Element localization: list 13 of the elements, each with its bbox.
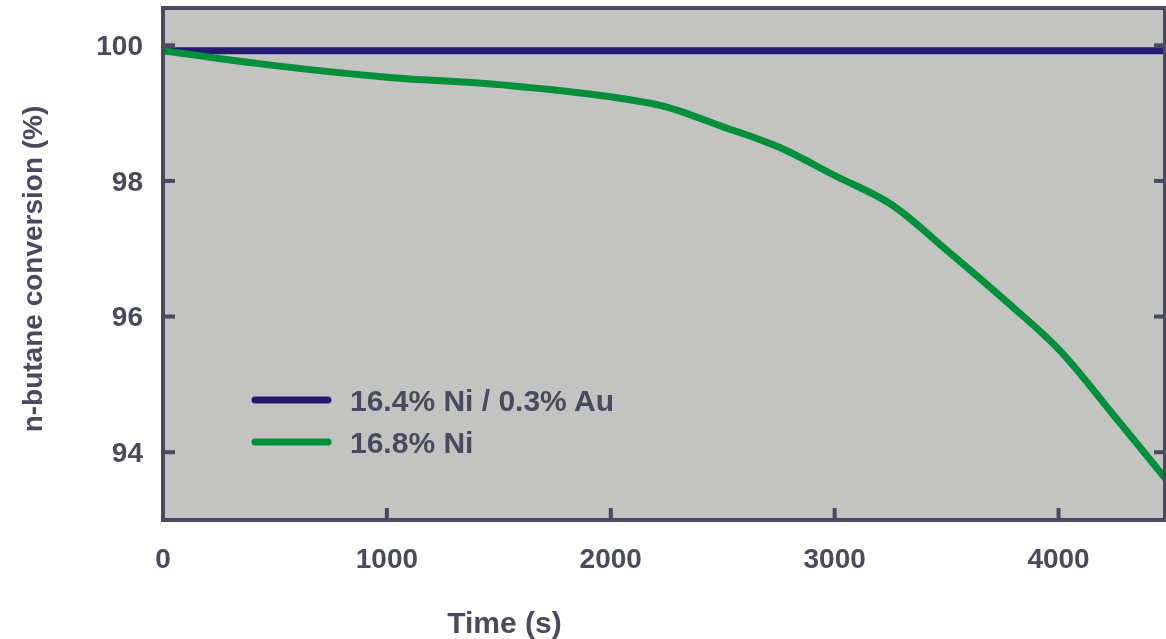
- y-tick-label: 94: [111, 436, 144, 468]
- x-axis-title: Time (s): [447, 606, 562, 639]
- legend-label: 16.8% Ni: [350, 425, 474, 459]
- y-axis-title: n-butane conversion (%): [17, 105, 48, 433]
- x-tick-label: 1000: [355, 543, 419, 574]
- y-tick-label: 98: [111, 165, 143, 197]
- legend-label: 16.4% Ni / 0.3% Au: [350, 383, 614, 417]
- x-tick-label: 3000: [803, 543, 866, 574]
- y-tick-label: 96: [111, 301, 143, 333]
- x-tick-label: 0: [155, 543, 171, 574]
- x-tick-label: 2000: [579, 543, 642, 574]
- x-tick-label: 4000: [1027, 543, 1090, 574]
- y-tick-label: 100: [96, 30, 143, 62]
